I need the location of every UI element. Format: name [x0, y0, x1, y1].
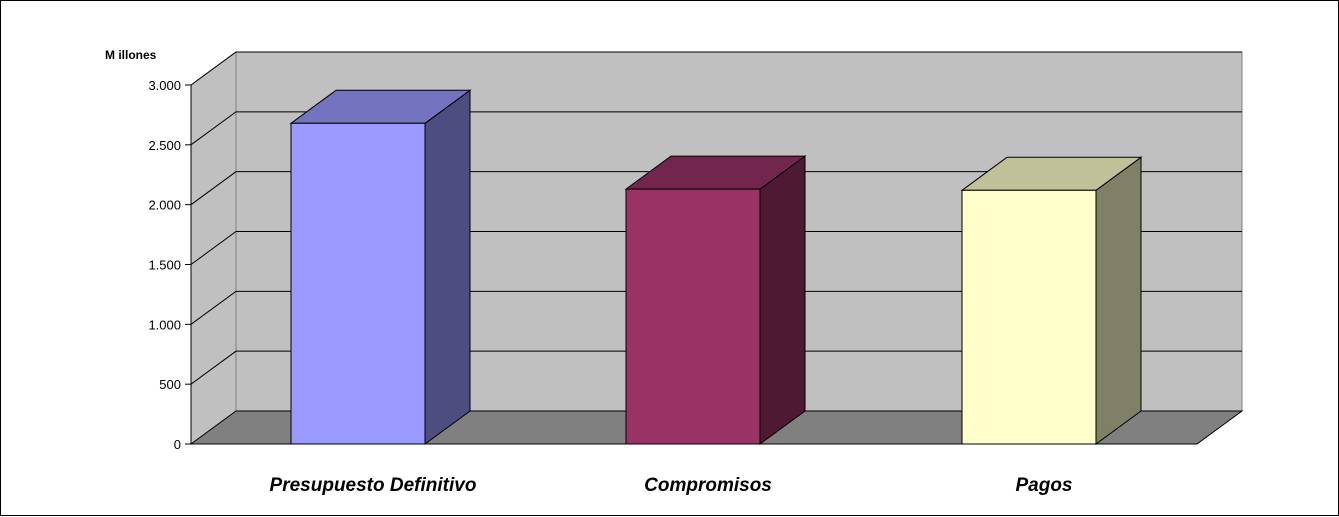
y-tick-label: 500 — [159, 377, 181, 392]
y-axis-unit-label: M illones — [105, 48, 157, 62]
bar-front — [290, 122, 426, 445]
gridline — [190, 111, 1242, 146]
x-category-label: Pagos — [1015, 475, 1072, 496]
y-tick-label: 0 — [174, 437, 181, 452]
bar — [624, 155, 807, 445]
y-tick-label: 3.000 — [148, 78, 181, 93]
gridline — [190, 350, 1242, 385]
y-tick-label: 2.000 — [148, 198, 181, 213]
y-tick-label: 1.000 — [148, 317, 181, 332]
bar-front — [625, 188, 761, 445]
bar — [960, 156, 1143, 445]
y-tick-label: 1.500 — [148, 258, 181, 273]
bar — [289, 89, 472, 445]
bar-side — [424, 89, 471, 445]
gridlines — [190, 51, 1242, 385]
gridline — [190, 231, 1242, 265]
gridline — [190, 290, 1242, 325]
x-category-label: Compromisos — [644, 475, 772, 496]
y-axis-ticks: 0 500 1.000 1.500 2.000 2.500 3.000 — [148, 78, 192, 452]
bar-front — [961, 189, 1097, 445]
gridline — [190, 51, 1242, 86]
bar-side — [759, 155, 806, 445]
y-tick-label: 2.500 — [148, 138, 181, 153]
gridline — [190, 171, 1242, 206]
bar-side — [1095, 156, 1142, 445]
bars — [289, 89, 1143, 445]
x-axis-labels: Presupuesto Definitivo Compromisos Pagos — [270, 475, 1073, 496]
x-category-label: Presupuesto Definitivo — [270, 475, 477, 496]
